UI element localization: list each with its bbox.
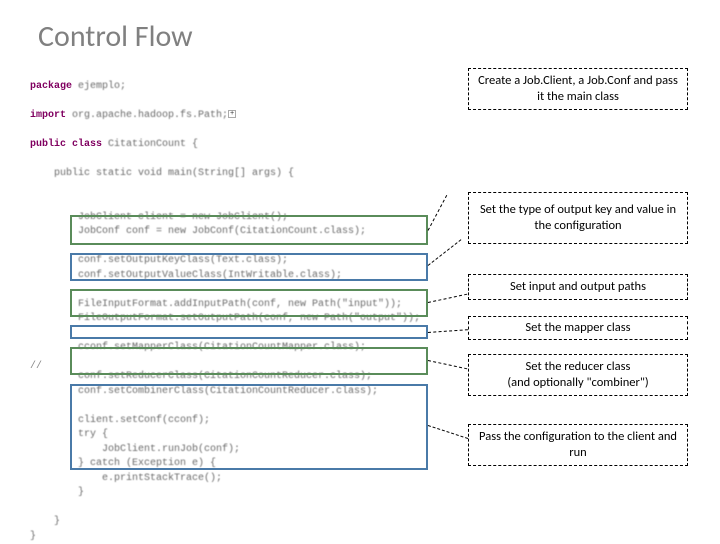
anno-run: Pass the configuration to the client and… <box>468 424 688 466</box>
page-title: Control Flow <box>38 18 193 55</box>
anno-output-types: Set the type of output key and value in … <box>468 192 688 244</box>
anno-mapper: Set the mapper class <box>468 316 688 340</box>
comment-slashes: // <box>30 361 42 372</box>
anno-reducer: Set the reducer class(and optionally "co… <box>468 354 688 396</box>
anno-create-jobclient: Create a Job.Client, a Job.Conf and pass… <box>468 68 688 110</box>
anno-io-paths: Set input and output paths <box>468 274 688 300</box>
code-block: package ejemplo; import org.apache.hadoo… <box>30 80 440 544</box>
